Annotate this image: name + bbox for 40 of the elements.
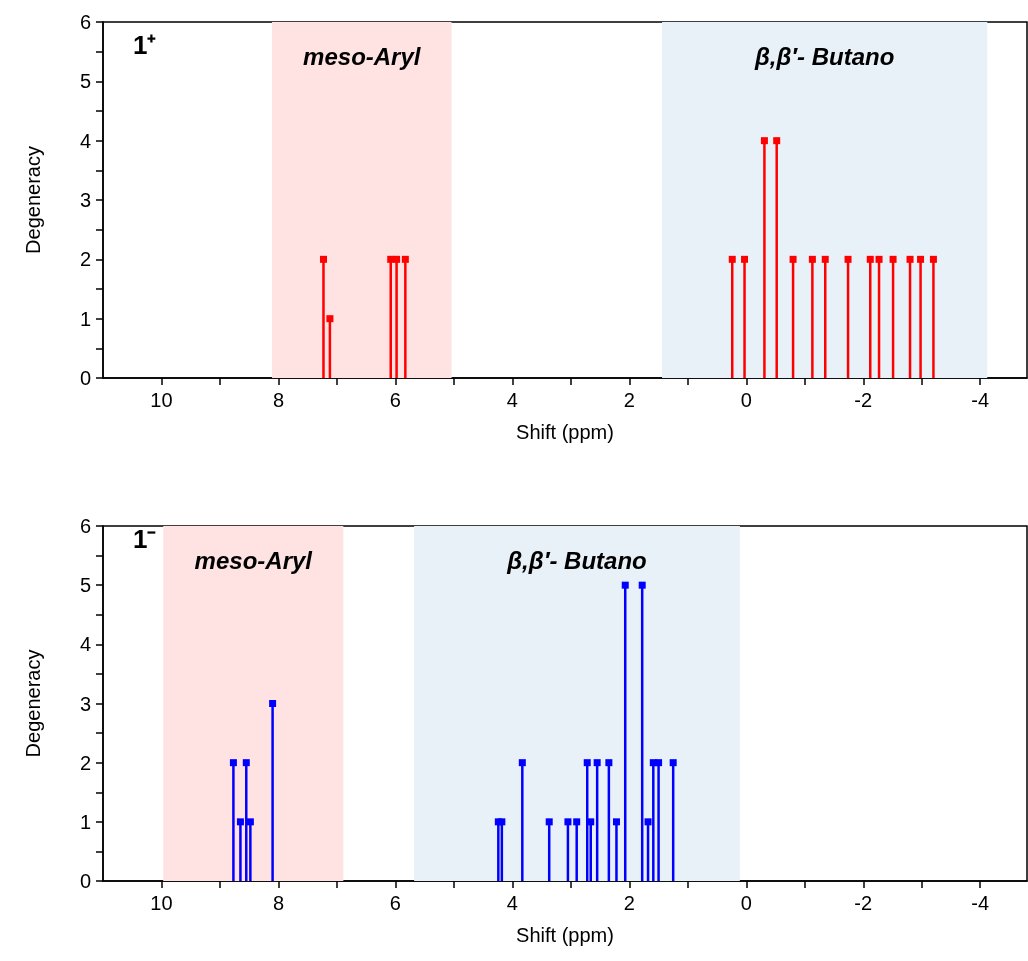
band-label: β,β′- Butano bbox=[753, 42, 895, 70]
y-tick-label: 6 bbox=[79, 11, 91, 33]
y-tick-label: 5 bbox=[79, 70, 91, 93]
y-tick-label: 6 bbox=[79, 515, 91, 537]
x-tick-label: 6 bbox=[389, 892, 401, 914]
x-tick-label: -2 bbox=[854, 892, 873, 914]
y-tick-label: 1 bbox=[79, 307, 91, 330]
x-tick-label: 4 bbox=[506, 389, 518, 411]
annotation: 1⁺ bbox=[133, 30, 157, 60]
annotation: 1⁻ bbox=[133, 524, 157, 554]
x-tick-label: 0 bbox=[740, 892, 752, 914]
x-tick-label: 2 bbox=[623, 389, 635, 411]
band-label: meso-Aryl bbox=[303, 42, 422, 70]
x-tick-label: 8 bbox=[272, 892, 285, 914]
x-tick-label: -2 bbox=[854, 389, 873, 411]
x-tick-label: 2 bbox=[623, 892, 635, 914]
y-tick-label: 1 bbox=[79, 810, 91, 833]
x-tick-label: 10 bbox=[150, 389, 173, 411]
x-tick-label: -4 bbox=[971, 389, 990, 411]
y-tick-label: 0 bbox=[79, 870, 91, 892]
x-axis-title: Shift (ppm) bbox=[516, 421, 614, 443]
x-tick-label: 0 bbox=[740, 389, 752, 411]
y-tick-label: 4 bbox=[79, 129, 91, 152]
y-tick-label: 3 bbox=[79, 189, 91, 211]
y-axis-title: Degeneracy bbox=[22, 146, 44, 254]
x-tick-label: 8 bbox=[272, 389, 285, 411]
x-tick-label: 4 bbox=[506, 892, 518, 914]
band-label: meso-Aryl bbox=[194, 546, 314, 574]
y-tick-label: 3 bbox=[79, 692, 91, 715]
x-tick-label: 10 bbox=[150, 892, 173, 914]
y-tick-label: 2 bbox=[79, 248, 91, 271]
band-label: β,β′- Butano bbox=[506, 546, 647, 574]
y-tick-label: 5 bbox=[79, 574, 91, 597]
y-tick-label: 0 bbox=[79, 367, 91, 389]
x-axis-title: Shift (ppm) bbox=[516, 924, 614, 946]
x-tick-label: -4 bbox=[971, 892, 990, 914]
y-tick-label: 2 bbox=[79, 751, 91, 774]
y-tick-label: 4 bbox=[79, 633, 91, 656]
y-axis-title: Degeneracy bbox=[22, 649, 44, 758]
x-tick-label: 6 bbox=[389, 389, 401, 411]
